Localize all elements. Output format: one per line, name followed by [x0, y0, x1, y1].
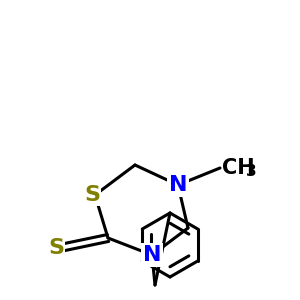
Text: S: S [48, 238, 64, 258]
Text: 3: 3 [246, 164, 256, 179]
Text: CH: CH [222, 158, 254, 178]
Text: S: S [84, 185, 100, 205]
Text: N: N [143, 245, 161, 265]
Text: N: N [169, 175, 187, 195]
